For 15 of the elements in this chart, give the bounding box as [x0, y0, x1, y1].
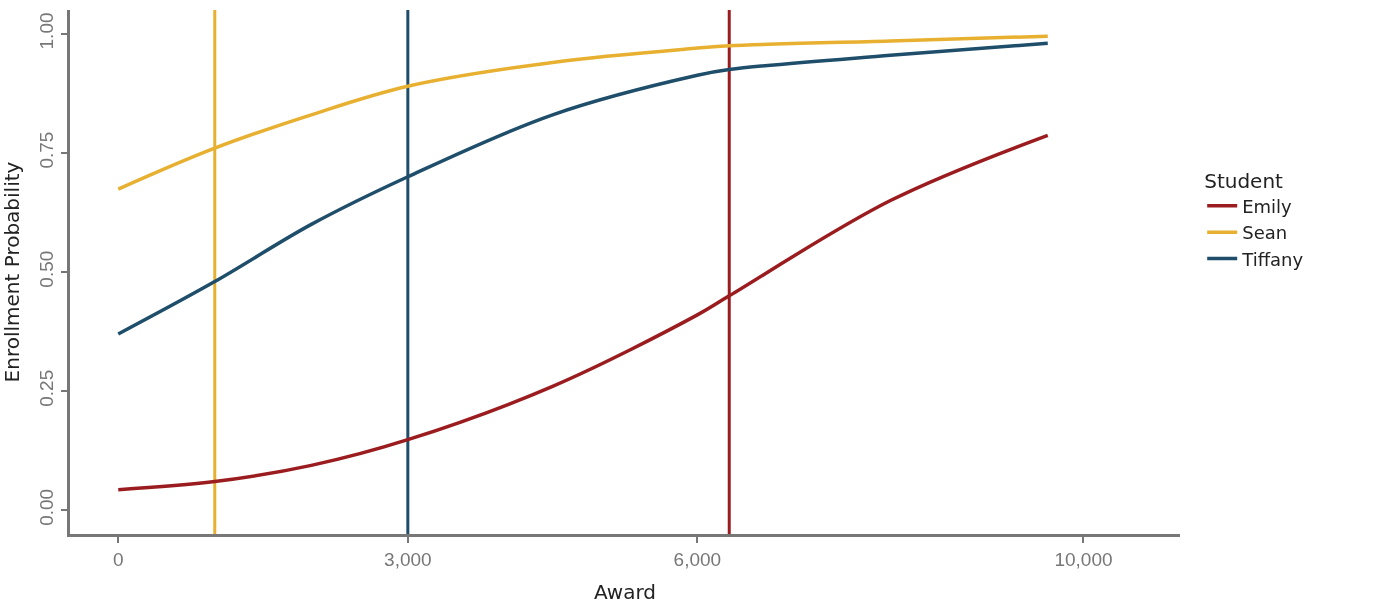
y-tick-label: 0.25 [36, 369, 58, 407]
y-tick-label: 0.50 [36, 250, 58, 288]
legend-label: Tiffany [1241, 248, 1304, 270]
legend-label: Sean [1242, 222, 1288, 244]
x-tick-label: 3,000 [384, 548, 432, 570]
x-tick-label: 10,000 [1054, 548, 1113, 570]
y-tick-label: 1.00 [36, 12, 58, 50]
x-tick-label: 6,000 [673, 548, 722, 570]
y-axis-title: Enrollment Probability [0, 161, 24, 383]
legend-label: Emily [1242, 195, 1293, 217]
x-tick-label: 0 [112, 548, 124, 570]
y-tick-label: 0.75 [36, 131, 58, 169]
legend-title: Student [1204, 168, 1284, 193]
y-tick-label: 0.00 [36, 488, 58, 526]
x-axis-title: Award [593, 580, 657, 604]
